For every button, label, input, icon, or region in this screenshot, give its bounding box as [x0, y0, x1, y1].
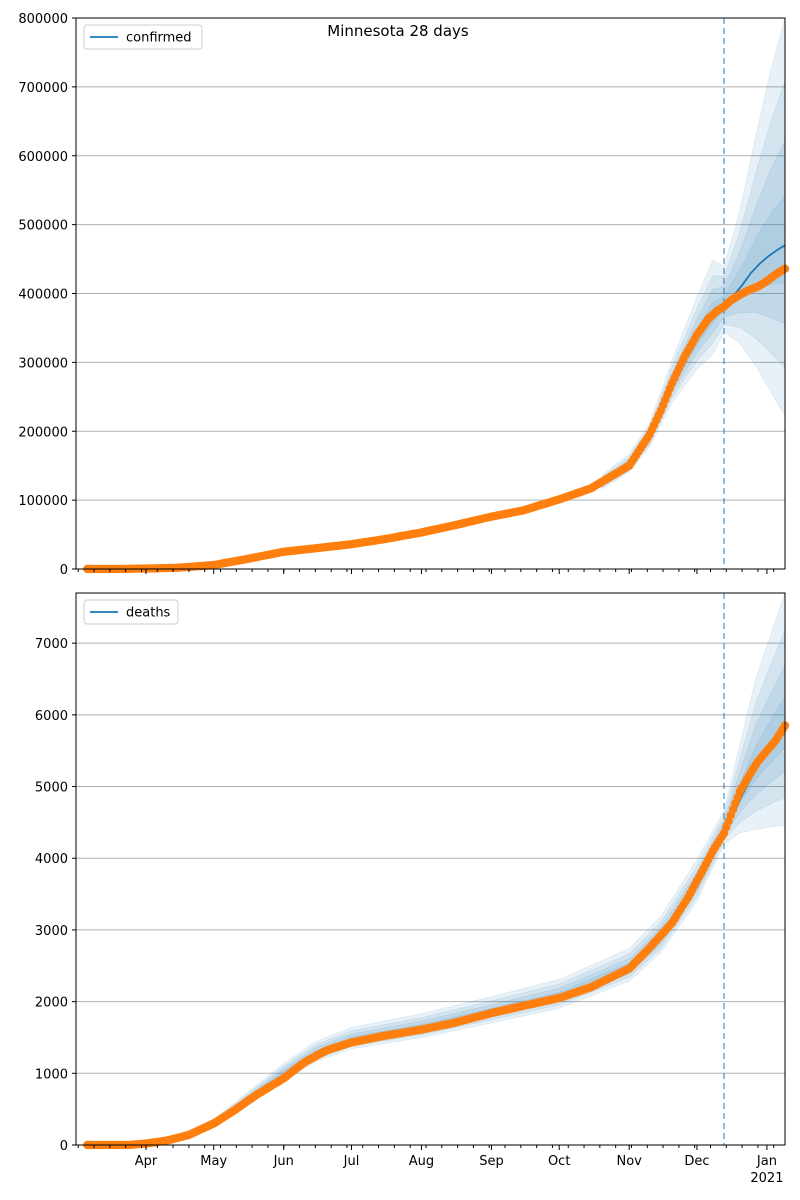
x-tick-label: Jul — [343, 1154, 360, 1169]
y-tick-label: 500000 — [18, 219, 68, 234]
confirmed-chart: 0 100000 200000 300000 400000 500000 600000 700… — [18, 12, 790, 578]
y-tick-label: 4000 — [35, 852, 68, 867]
confirmed-forecast-bands — [601, 17, 786, 490]
y-tick-label: 1000 — [35, 1067, 68, 1082]
forecast-band — [177, 592, 786, 1140]
x-year-label: 2021 — [750, 1171, 783, 1186]
deaths-chart: 0 1000 2000 3000 4000 5000 6000 7000 Apr May Jun J… — [35, 592, 790, 1186]
confirmed-x-axis — [77, 569, 775, 574]
y-tick-label: 200000 — [18, 425, 68, 440]
x-tick-label: Oct — [548, 1154, 570, 1169]
y-tick-label: 600000 — [18, 150, 68, 165]
confirmed-gridlines — [76, 17, 785, 570]
y-tick-label: 0 — [60, 1139, 68, 1154]
x-tick-label: Apr — [135, 1154, 158, 1169]
x-tick-label: Nov — [617, 1154, 643, 1169]
confirmed-observed-points — [83, 264, 790, 574]
y-tick-label: 400000 — [18, 288, 68, 303]
y-tick-label: 800000 — [18, 12, 68, 27]
x-tick-label: Aug — [409, 1154, 434, 1169]
x-tick-label: Sep — [479, 1154, 504, 1169]
confirmed-legend-box — [83, 24, 203, 50]
x-tick-label: Dec — [684, 1154, 709, 1169]
deaths-axes-frame — [75, 592, 786, 1146]
x-tick-label: May — [200, 1154, 227, 1169]
x-tick-label: Jan — [756, 1154, 777, 1169]
y-tick-label: 100000 — [18, 494, 68, 509]
y-tick-label: 6000 — [35, 709, 68, 724]
y-tick-label: 700000 — [18, 81, 68, 96]
y-tick-label: 7000 — [35, 637, 68, 652]
confirmed-legend: confirmed — [83, 24, 203, 50]
y-tick-label: 5000 — [35, 781, 68, 796]
deaths-forecast-bands — [177, 592, 786, 1140]
deaths-legend: deaths — [83, 599, 179, 625]
y-tick-label: 0 — [60, 563, 68, 578]
deaths-x-axis: Apr May Jun Jul Aug Sep Oct Nov Dec Jan 2021 — [77, 1145, 783, 1186]
x-tick-label: Jun — [273, 1154, 294, 1169]
figure-title: Minnesota 28 days — [327, 22, 469, 40]
confirmed-y-axis: 0 100000 200000 300000 400000 500000 600000 700… — [18, 12, 76, 578]
deaths-legend-label: deaths — [126, 606, 171, 621]
y-tick-label: 300000 — [18, 356, 68, 371]
confirmed-legend-label: confirmed — [126, 31, 192, 46]
deaths-observed-points — [83, 721, 790, 1150]
forecast-band — [177, 695, 786, 1139]
y-tick-label: 3000 — [35, 924, 68, 939]
y-tick-label: 2000 — [35, 996, 68, 1011]
deaths-legend-box — [83, 599, 179, 625]
deaths-y-axis: 0 1000 2000 3000 4000 5000 6000 7000 — [35, 637, 76, 1154]
